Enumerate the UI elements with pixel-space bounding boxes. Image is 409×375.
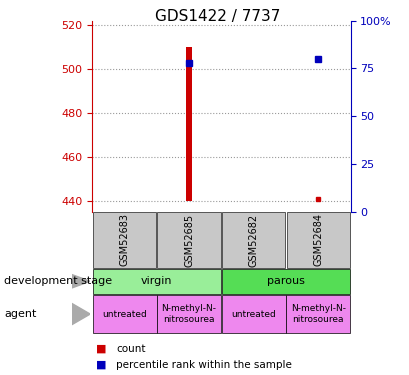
- Text: ■: ■: [96, 360, 107, 369]
- Text: GSM52683: GSM52683: [119, 213, 129, 267]
- Text: ■: ■: [96, 344, 107, 354]
- Text: GSM52685: GSM52685: [184, 213, 193, 267]
- Bar: [157, 295, 220, 333]
- Text: percentile rank within the sample: percentile rank within the sample: [116, 360, 291, 369]
- Bar: [93, 212, 156, 268]
- Bar: [221, 268, 349, 294]
- Text: untreated: untreated: [231, 310, 275, 319]
- Bar: [157, 212, 220, 268]
- Text: GSM52682: GSM52682: [248, 213, 258, 267]
- Text: N-methyl-N-
nitrosourea: N-methyl-N- nitrosourea: [161, 304, 216, 324]
- Bar: [286, 212, 349, 268]
- Polygon shape: [72, 274, 90, 288]
- Text: development stage: development stage: [4, 276, 112, 286]
- Bar: [92, 295, 156, 333]
- Bar: [285, 295, 349, 333]
- Bar: [222, 212, 285, 268]
- Text: count: count: [116, 344, 145, 354]
- Text: agent: agent: [4, 309, 36, 319]
- Text: N-methyl-N-
nitrosourea: N-methyl-N- nitrosourea: [290, 304, 345, 324]
- Text: untreated: untreated: [102, 310, 146, 319]
- Text: GSM52684: GSM52684: [312, 213, 322, 267]
- Text: GDS1422 / 7737: GDS1422 / 7737: [154, 9, 279, 24]
- Polygon shape: [72, 303, 90, 325]
- Bar: [92, 268, 220, 294]
- Bar: [221, 295, 285, 333]
- Text: parous: parous: [266, 276, 304, 286]
- Bar: [185, 47, 192, 201]
- Text: virgin: virgin: [141, 276, 172, 286]
